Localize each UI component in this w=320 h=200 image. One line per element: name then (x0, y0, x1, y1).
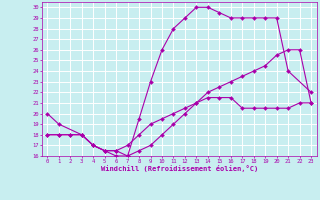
X-axis label: Windchill (Refroidissement éolien,°C): Windchill (Refroidissement éolien,°C) (100, 165, 258, 172)
